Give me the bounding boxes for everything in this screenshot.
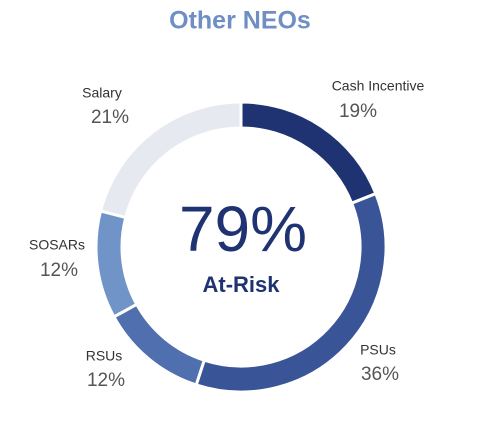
center-caption: At-Risk [202,272,280,297]
segment-value-label: 19% [339,101,377,122]
donut-segment [98,100,243,220]
segment-name: RSUs [86,348,123,364]
segment-value-label: 36% [361,364,399,385]
segment-value-label: 12% [40,260,78,281]
segment-name: PSUs [360,342,396,358]
segment-name: Salary [82,85,122,101]
donut-segment [94,209,139,319]
segment-value-label: 12% [87,370,125,391]
segment-name: Cash Incentive [332,78,425,94]
segment-name: SOSARs [29,237,85,253]
chart-title: Other NEOs [169,7,311,35]
donut-segment [111,302,207,387]
segment-value-label: 21% [91,107,129,128]
center-value: 79% [179,193,307,265]
